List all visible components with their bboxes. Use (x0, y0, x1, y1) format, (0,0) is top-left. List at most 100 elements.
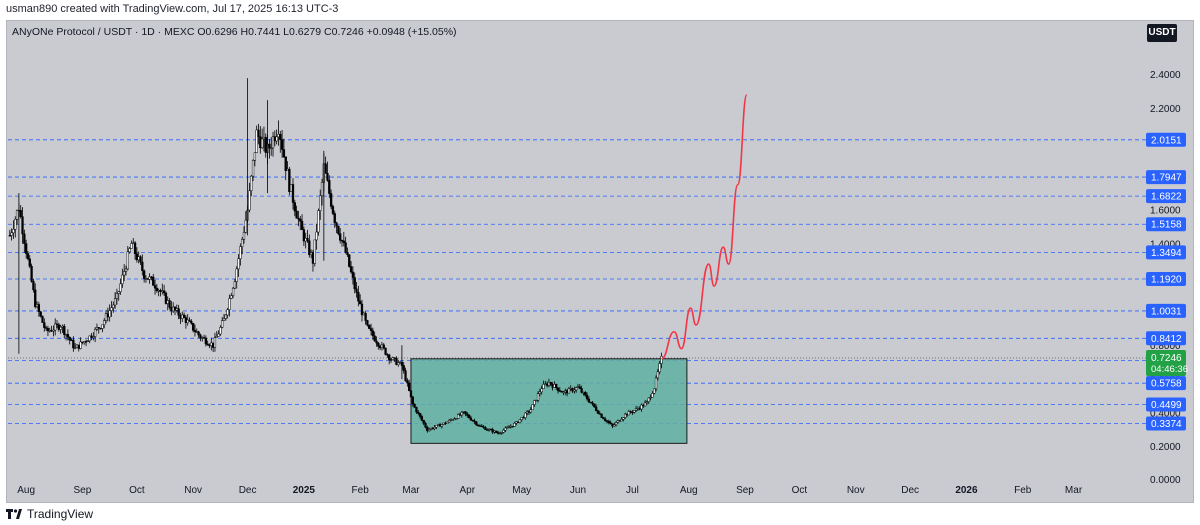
candle-body (54, 323, 57, 331)
candle-body (124, 268, 128, 272)
candle-body (562, 391, 565, 393)
candle-body (642, 404, 645, 407)
candle-body (585, 394, 589, 400)
candle-body (295, 210, 298, 219)
candle-body (10, 232, 13, 236)
candle-body (210, 342, 213, 346)
candle-body (251, 160, 255, 177)
candle-body (208, 344, 211, 347)
candle-body (313, 239, 316, 264)
candle-body (242, 232, 246, 240)
level-badge-text: 1.6822 (1151, 192, 1182, 203)
candle-body (631, 411, 634, 414)
candle-body (440, 424, 443, 427)
candle-body (522, 417, 525, 419)
candle-body (170, 307, 173, 312)
candle-body (633, 410, 636, 413)
x-tick-label: May (512, 485, 531, 496)
candle-body (260, 138, 264, 149)
candle-body (55, 323, 59, 326)
candle-body (173, 306, 177, 311)
candle-body (513, 423, 516, 427)
candle-body (482, 426, 485, 428)
candle-body (259, 136, 262, 149)
candle-body (273, 136, 276, 142)
candle-body (113, 298, 117, 306)
candle-body (339, 233, 342, 241)
candle-body (576, 386, 580, 388)
level-badge-text: 1.5158 (1151, 220, 1182, 231)
candle-body (79, 341, 82, 349)
candle-body (159, 290, 162, 292)
x-tick-label: Apr (459, 485, 475, 496)
x-tick-label: Aug (680, 485, 698, 496)
candle-body (328, 180, 331, 194)
y-tick-label: 2.4000 (1150, 70, 1181, 81)
candle-body (364, 312, 367, 321)
candle-body (175, 308, 178, 311)
candle-body (222, 318, 226, 321)
candle-body (520, 417, 523, 420)
level-badge (1146, 303, 1186, 318)
candle-body (491, 429, 494, 433)
candle-body (211, 342, 215, 348)
candles (8, 78, 663, 435)
candle-body (168, 300, 171, 308)
candle-body (544, 383, 547, 385)
candle-body (41, 315, 44, 323)
candle-body (437, 424, 440, 426)
candle-body (308, 240, 311, 256)
candle-body (162, 290, 166, 294)
candle-body (39, 311, 42, 317)
candle-body (250, 175, 253, 192)
candle-body (411, 396, 414, 405)
candle-body (257, 129, 260, 138)
candle-body (495, 430, 498, 433)
candle-body (81, 341, 84, 344)
candle-body (137, 256, 140, 261)
candle-body (95, 327, 99, 330)
candle-body (645, 401, 649, 404)
candle-body (337, 225, 340, 235)
candle-body (500, 432, 503, 434)
candle-body (538, 391, 542, 394)
footer-brand: TradingView (27, 507, 94, 521)
candle-body (284, 156, 287, 171)
candle-body (462, 411, 465, 413)
candle-body (132, 242, 135, 244)
level-badge-text: 1.3494 (1151, 248, 1182, 259)
candle-body (529, 409, 532, 413)
candle-body (139, 256, 142, 263)
candle-body (219, 327, 222, 335)
currency-badge[interactable]: USDT (1147, 24, 1177, 42)
candle-body (135, 253, 139, 261)
candle-body (611, 423, 614, 427)
x-tick-label: Nov (847, 485, 865, 496)
candle-body (306, 238, 309, 241)
candle-body (555, 384, 558, 388)
candle-body (369, 328, 373, 331)
candle-body (397, 362, 400, 365)
candle-body (342, 240, 345, 243)
x-tick-label: Oct (792, 485, 808, 496)
level-badge-text: 0.5758 (1151, 379, 1182, 390)
candle-body (388, 354, 391, 360)
candle-body (28, 258, 31, 267)
candle-body (498, 432, 502, 435)
candle-body (362, 312, 365, 316)
candle-body (427, 429, 431, 432)
candle-body (348, 254, 351, 267)
candle-body (188, 319, 191, 322)
candle-body (540, 388, 543, 393)
candle-body (104, 313, 108, 321)
candle-body (153, 285, 157, 289)
candle-body (360, 303, 364, 316)
candle-body (25, 243, 28, 254)
x-tick-label: Mar (1065, 485, 1083, 496)
candle-body (68, 336, 71, 341)
level-badge-text: 0.3374 (1151, 419, 1182, 430)
candle-body (506, 427, 509, 429)
candle-body (584, 392, 587, 396)
candle-body (324, 163, 327, 174)
